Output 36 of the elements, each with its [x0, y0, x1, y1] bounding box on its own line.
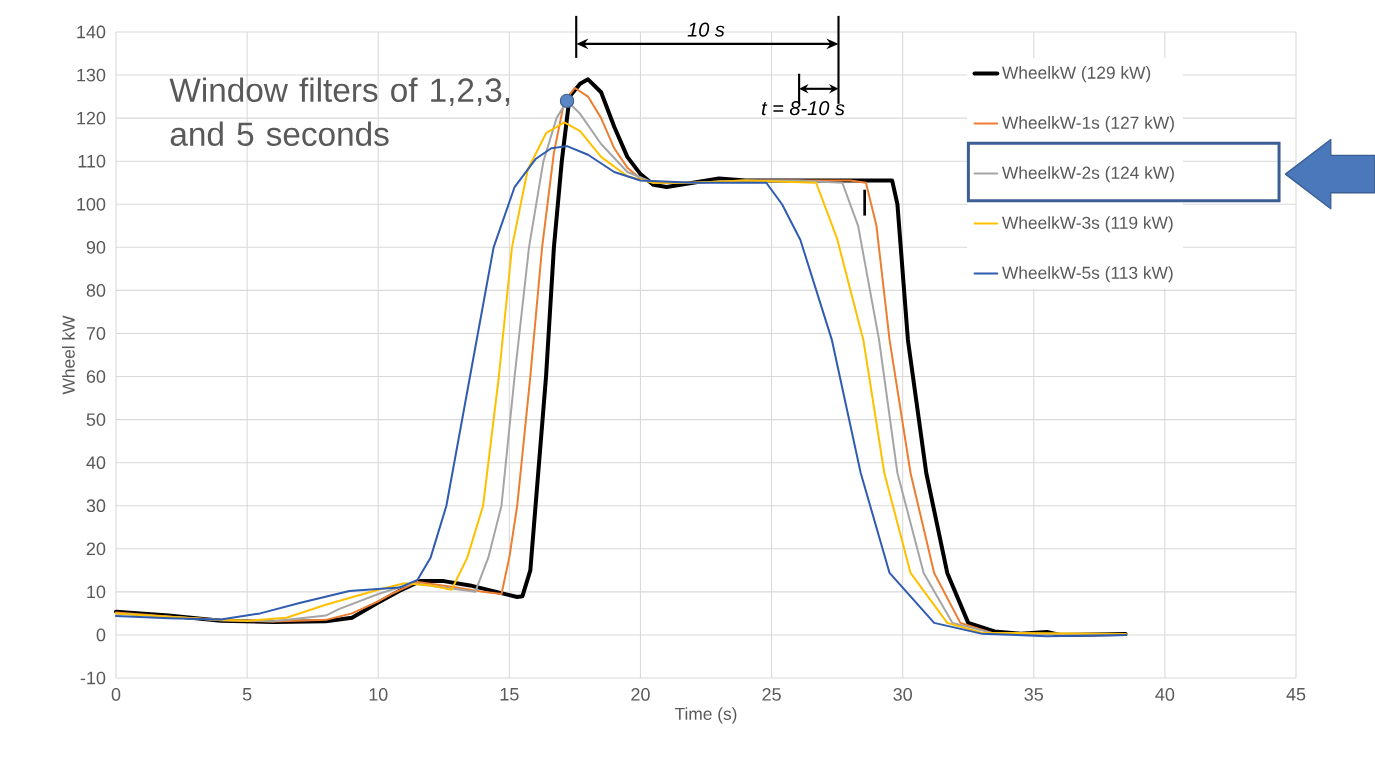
- x-tick-label: 10: [369, 688, 388, 701]
- y-tick-label: 100: [77, 197, 106, 211]
- x-tick-label: 5: [242, 688, 252, 701]
- y-tick-label: 30: [86, 499, 106, 513]
- x-tick-label: 40: [1155, 688, 1175, 701]
- y-tick-label: 20: [86, 542, 106, 556]
- x-tick-label: 45: [1286, 688, 1306, 701]
- x-tick-label: 25: [762, 688, 781, 701]
- x-tick-label: 35: [1024, 688, 1044, 701]
- y-tick-label: 50: [86, 413, 106, 426]
- y-tick-label: -10: [80, 671, 106, 685]
- y-tick-label: 120: [77, 111, 106, 125]
- y-tick-label: 80: [86, 284, 106, 297]
- annotation: t = 8-10 s: [761, 101, 845, 116]
- y-tick-label: 130: [77, 68, 106, 82]
- y-tick-label: 90: [86, 240, 106, 254]
- x-tick-label: 15: [500, 688, 519, 701]
- x-axis-title: Time (s): [674, 707, 737, 724]
- legend-label: WheelkW-3s (119 kW): [1002, 216, 1173, 233]
- y-tick-label: 70: [86, 327, 106, 340]
- legend-label: WheelkW-2s (124 kW): [1002, 166, 1174, 183]
- annotation: Window filters of 1,2,3, and 5 seconds: [169, 77, 510, 146]
- x-tick-label: 0: [111, 688, 121, 701]
- y-tick-label: 110: [78, 154, 106, 168]
- legend-label: WheelkW-5s (113 kW): [1002, 266, 1173, 283]
- y-tick-label: 10: [87, 585, 106, 599]
- y-axis-title: Wheel kW: [62, 315, 75, 395]
- y-tick-label: 140: [77, 25, 106, 39]
- legend-label: WheelkW-1s (127 kW): [1002, 116, 1174, 133]
- legend-label: WheelkW (129 kW): [1002, 66, 1151, 83]
- x-tick-label: 30: [893, 688, 912, 701]
- annotation: 10 s: [687, 22, 725, 37]
- y-tick-label: 40: [86, 456, 106, 470]
- x-tick-label: 20: [631, 688, 650, 701]
- y-tick-label: 0: [96, 628, 106, 642]
- y-tick-label: 60: [86, 370, 106, 383]
